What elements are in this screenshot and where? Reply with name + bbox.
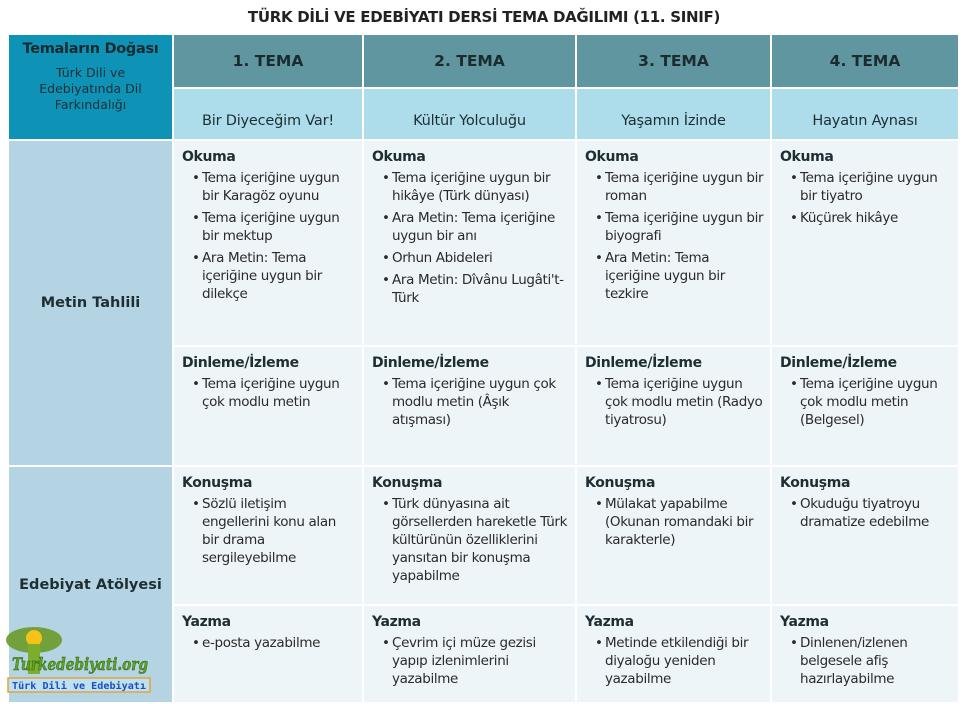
list-item: Tema içeriğine uygun bir mektup	[192, 209, 356, 245]
theme-number-header: 1. TEMA	[174, 35, 362, 87]
list-item: Türk dünyasına ait görsellerden hareketl…	[382, 495, 569, 585]
table-cell: Dinleme/İzleme Tema içeriğine uygun çok m…	[174, 347, 362, 465]
skill-label: Dinleme/İzleme	[585, 355, 702, 371]
outcome-list: Tema içeriğine uygun bir roman Tema içeri…	[585, 169, 764, 303]
table-cell: Yazma Metinde etkilendiği bir diyaloğu ye…	[577, 606, 770, 702]
list-item: Ara Metin: Tema içeriğine uygun bir anı	[382, 209, 569, 245]
outcome-list: Tema içeriğine uygun bir hikâye (Türk dü…	[372, 169, 569, 307]
theme-number-header: 2. TEMA	[364, 35, 575, 87]
outcome-list: Çevrim içi müze gezisi yapıp izlenimleri…	[372, 634, 569, 688]
logo-tagline: Türk Dili ve Edebiyatı	[12, 681, 146, 692]
list-item: Tema içeriğine uygun çok modlu metin (Be…	[790, 375, 952, 429]
skill-label: Konuşma	[372, 475, 443, 491]
list-item: Tema içeriğine uygun bir tiyatro	[790, 169, 952, 205]
skill-label: Okuma	[585, 149, 639, 165]
table-cell: Konuşma Türk dünyasına ait görsellerden h…	[364, 467, 575, 604]
list-item: Okuduğu tiyatroyu dramatize edebilme	[790, 495, 952, 531]
theme-table: Temaların Doğası Türk Dili ve Edebiyatın…	[9, 35, 958, 702]
list-item: Tema içeriğine uygun çok modlu metin (Ra…	[595, 375, 764, 429]
list-item: Tema içeriğine uygun bir roman	[595, 169, 764, 205]
table-cell: Dinleme/İzleme Tema içeriğine uygun çok m…	[772, 347, 958, 465]
skill-label: Yazma	[585, 614, 634, 630]
list-item: Mülakat yapabilme (Okunan romandaki bir …	[595, 495, 764, 549]
corner-subtitle: Türk Dili ve Edebiyatında Dil Farkındalı…	[39, 65, 142, 112]
skill-label: Yazma	[372, 614, 421, 630]
list-item: Sözlü iletişim engellerini konu alan bir…	[192, 495, 356, 567]
table-cell: Yazma e-posta yazabilme	[174, 606, 362, 702]
outcome-list: Tema içeriğine uygun çok modlu metin (Ra…	[585, 375, 764, 429]
outcome-list: e-posta yazabilme	[182, 634, 356, 652]
turkedebiyati-logo: Turkedebiyati.org Türk Dili ve Edebiyatı	[6, 627, 151, 693]
list-item: Tema içeriğine uygun bir biyografi	[595, 209, 764, 245]
theme-name-header: Yaşamın İzinde	[577, 89, 770, 139]
table-cell: Yazma Dinlenen/izlenen belgesele afiş haz…	[772, 606, 958, 702]
outcome-list: Tema içeriğine uygun çok modlu metin	[182, 375, 356, 411]
list-item: e-posta yazabilme	[192, 634, 356, 652]
page-title: TÜRK DİLİ VE EDEBİYATI DERSİ TEMA DAĞILI…	[247, 8, 721, 26]
skill-label: Konuşma	[780, 475, 851, 491]
logo-text: Turkedebiyati.org	[12, 655, 148, 675]
list-item: Ara Metin: Tema içeriğine uygun bir tezk…	[595, 249, 764, 303]
outcome-list: Tema içeriğine uygun çok modlu metin (Âş…	[372, 375, 569, 429]
theme-number-header: 3. TEMA	[577, 35, 770, 87]
outcome-list: Sözlü iletişim engellerini konu alan bir…	[182, 495, 356, 567]
list-item: Tema içeriğine uygun bir hikâye (Türk dü…	[382, 169, 569, 205]
table-cell: Okuma Tema içeriğine uygun bir tiyatro Küç…	[772, 141, 958, 345]
skill-label: Yazma	[182, 614, 231, 630]
theme-name-header: Bir Diyeceğim Var!	[174, 89, 362, 139]
list-item: Tema içeriğine uygun bir Karagöz oyunu	[192, 169, 356, 205]
skill-label: Okuma	[372, 149, 426, 165]
outcome-list: Metinde etkilendiği bir diyaloğu yeniden…	[585, 634, 764, 688]
outcome-list: Okuduğu tiyatroyu dramatize edebilme	[780, 495, 952, 531]
theme-number-header: 4. TEMA	[772, 35, 958, 87]
skill-label: Konuşma	[182, 475, 253, 491]
outcome-list: Dinlenen/izlenen belgesele afiş hazırlay…	[780, 634, 952, 688]
list-item: Çevrim içi müze gezisi yapıp izlenimleri…	[382, 634, 569, 688]
table-cell: OkumaTema içeriğine uygun bir romanTema …	[577, 141, 770, 345]
skill-label: Okuma	[182, 149, 236, 165]
list-item: Orhun Abideleri	[382, 249, 569, 267]
list-item: Tema içeriğine uygun çok modlu metin	[192, 375, 356, 411]
skill-label: Konuşma	[585, 475, 656, 491]
table-cell: Okuma Tema içeriğine uygun bir Karagöz oy…	[174, 141, 362, 345]
skill-label: Dinleme/İzleme	[372, 355, 489, 371]
list-item: Metinde etkilendiği bir diyaloğu yeniden…	[595, 634, 764, 688]
list-item: Dinlenen/izlenen belgesele afiş hazırlay…	[790, 634, 952, 688]
corner-header: Temaların Doğası Türk Dili ve Edebiyatın…	[9, 35, 172, 139]
corner-heading: Temaların Doğası	[22, 41, 159, 57]
table-cell: Dinleme/İzleme Tema içeriğine uygun çok m…	[577, 347, 770, 465]
outcome-list: Tema içeriğine uygun bir tiyatro Küçürek …	[780, 169, 952, 227]
section-label: Metin Tahlili	[9, 141, 172, 465]
outcome-list: Tema içeriğine uygun bir Karagöz oyunu Te…	[182, 169, 356, 303]
table-cell: Yazma Çevrim içi müze gezisi yapıp izleni…	[364, 606, 575, 702]
outcome-list: Tema içeriğine uygun çok modlu metin (Be…	[780, 375, 952, 429]
list-item: Küçürek hikâye	[790, 209, 952, 227]
list-item: Ara Metin: Tema içeriğine uygun bir dile…	[192, 249, 356, 303]
table-cell: Okuma Tema içeriğine uygun bir hikâye (Tü…	[364, 141, 575, 345]
table-cell: Konuşma Sözlü iletişim engellerini konu a…	[174, 467, 362, 604]
table-cell: Konuşma Mülakat yapabilme (Okunan romanda…	[577, 467, 770, 604]
skill-label: Dinleme/İzleme	[780, 355, 897, 371]
theme-name-header: Kültür Yolculuğu	[364, 89, 575, 139]
list-item: Ara Metin: Dîvânu Lugâti't-Türk	[382, 271, 569, 307]
theme-name-header: Hayatın Aynası	[772, 89, 958, 139]
outcome-list: Türk dünyasına ait görsellerden hareketl…	[372, 495, 569, 585]
table-cell: Dinleme/İzleme Tema içeriğine uygun çok m…	[364, 347, 575, 465]
skill-label: Yazma	[780, 614, 829, 630]
list-item: Tema içeriğine uygun çok modlu metin (Âş…	[382, 375, 569, 429]
outcome-list: Mülakat yapabilme (Okunan romandaki bir …	[585, 495, 764, 549]
skill-label: Dinleme/İzleme	[182, 355, 299, 371]
skill-label: Okuma	[780, 149, 834, 165]
table-cell: Konuşma Okuduğu tiyatroyu dramatize edebi…	[772, 467, 958, 604]
